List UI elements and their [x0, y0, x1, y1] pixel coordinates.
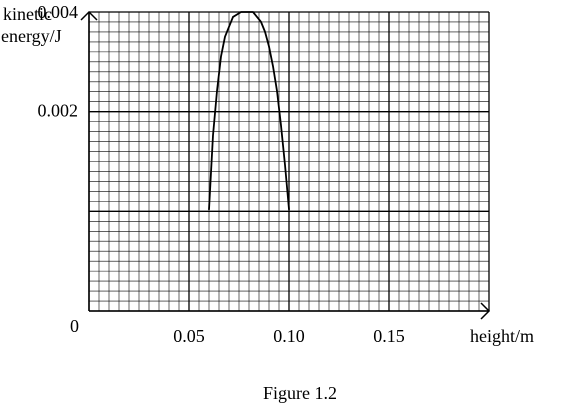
- y-axis-label-line-2: energy/J: [1, 26, 62, 46]
- origin-label: 0: [70, 316, 79, 336]
- x-tick-label: 0.05: [173, 326, 205, 346]
- y-axis-arrow: [80, 10, 98, 21]
- axes: [80, 10, 491, 320]
- y-axis-label-line-1: kinetic: [3, 4, 52, 24]
- data-curve: [208, 11, 290, 211]
- figure-caption: Figure 1.2: [263, 383, 337, 403]
- x-axis-label: height/m: [470, 326, 534, 346]
- y-tick-label: 0.002: [38, 101, 79, 121]
- labels: kinetic energy/J height/m 0 Figure 1.2 0…: [1, 2, 534, 403]
- x-tick-label: 0.15: [373, 326, 405, 346]
- x-axis-arrow: [480, 302, 491, 320]
- y-tick-label: 0.004: [38, 2, 79, 22]
- series: [208, 11, 290, 211]
- grid: [88, 11, 490, 312]
- x-tick-label: 0.10: [273, 326, 305, 346]
